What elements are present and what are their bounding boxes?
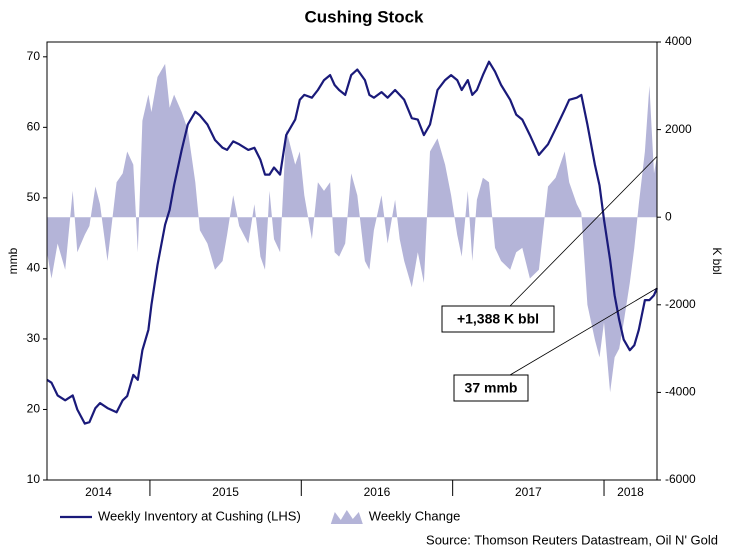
annotation-box — [453, 374, 529, 402]
y-tick-label: 20 — [27, 402, 41, 416]
y2-tick-label: -6000 — [665, 472, 696, 486]
y-tick-label: 40 — [27, 261, 41, 275]
source: Source: Thomson Reuters Datastream, Oil … — [426, 532, 718, 547]
x-tick-label: 2017 — [515, 485, 542, 499]
y-tick-label: 70 — [27, 49, 41, 63]
annotation-leader — [509, 287, 658, 376]
plot-frame — [46, 41, 658, 481]
y-tick-label: 30 — [27, 331, 41, 345]
annotation-box — [441, 305, 555, 333]
area-series — [47, 63, 657, 393]
chart-title: Cushing Stock — [304, 7, 424, 26]
y2-tick-label: 0 — [665, 209, 672, 223]
annotation-leader — [509, 156, 658, 307]
y2-tick-label: 2000 — [665, 122, 692, 136]
y-tick-label: 60 — [27, 120, 41, 134]
x-tick-label: 2016 — [364, 485, 391, 499]
legend-swatch — [330, 510, 363, 524]
y-tick-label: 10 — [27, 472, 41, 486]
y2-tick-label: -4000 — [665, 385, 696, 399]
line-series — [46, 60, 659, 425]
y-tick-label: 50 — [27, 190, 41, 204]
y-axis-label: mmb — [6, 247, 20, 274]
y2-tick-label: -2000 — [665, 297, 696, 311]
x-tick-label: 2014 — [85, 485, 112, 499]
annotation: 37 mmb — [465, 380, 518, 396]
y2-tick-label: 4000 — [665, 34, 692, 48]
y2-axis-label: K bbl — [710, 247, 724, 274]
legend-label: Weekly Change — [369, 508, 461, 523]
x-tick-label: 2015 — [212, 485, 239, 499]
annotation: +1,388 K bbl — [457, 311, 539, 327]
x-tick-label: 2018 — [617, 485, 644, 499]
legend-label: Weekly Inventory at Cushing (LHS) — [98, 508, 301, 523]
